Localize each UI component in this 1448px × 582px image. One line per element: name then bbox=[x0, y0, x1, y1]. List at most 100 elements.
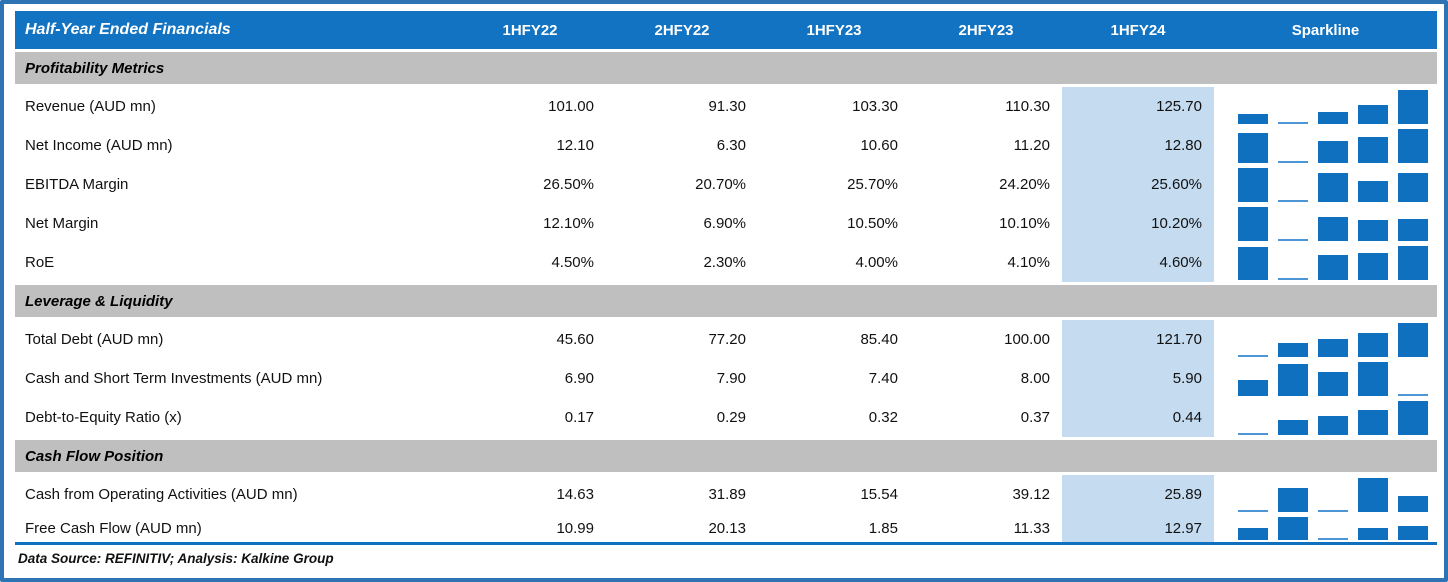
value-cell: 0.29 bbox=[716, 409, 746, 426]
sparkline-bar bbox=[1278, 278, 1308, 280]
table-row: Total Debt (AUD mn) 45.60 77.20 85.40 10… bbox=[15, 320, 1437, 359]
sparkline-bar bbox=[1278, 122, 1308, 124]
sparkline-bar bbox=[1398, 401, 1428, 435]
sparkline-bar bbox=[1318, 255, 1348, 280]
value-cell: 7.90 bbox=[716, 370, 746, 387]
sparkline-bar bbox=[1358, 137, 1388, 163]
sparkline-bar bbox=[1358, 362, 1388, 396]
value-cell-highlighted: 10.20% bbox=[1062, 204, 1214, 243]
table-row: Cash from Operating Activities (AUD mn) … bbox=[15, 475, 1437, 514]
sparkline bbox=[1214, 87, 1437, 126]
sparkline-bar bbox=[1318, 416, 1348, 435]
value-cell: 77.20 bbox=[708, 331, 746, 348]
sparkline-bar bbox=[1238, 528, 1268, 540]
value-cell: 24.20% bbox=[999, 176, 1050, 193]
sparkline-bar bbox=[1358, 105, 1388, 124]
value-cell: 10.99 bbox=[556, 519, 594, 537]
sparkline-bar bbox=[1318, 538, 1348, 540]
table-row: Free Cash Flow (AUD mn) 10.99 20.13 1.85… bbox=[15, 514, 1437, 542]
sparkline bbox=[1214, 126, 1437, 165]
value-cell: 6.90% bbox=[703, 215, 746, 232]
sparkline-bar bbox=[1318, 141, 1348, 163]
row-label: Cash and Short Term Investments (AUD mn) bbox=[25, 370, 323, 387]
column-header-1hfy24: 1HFY24 bbox=[1110, 21, 1166, 39]
sparkline-bar bbox=[1398, 526, 1428, 540]
value-cell: 14.63 bbox=[556, 486, 594, 503]
row-label: Net Margin bbox=[25, 215, 99, 232]
sparkline-bar bbox=[1238, 168, 1268, 202]
sparkline-bar bbox=[1278, 488, 1308, 512]
value-cell: 20.70% bbox=[695, 176, 746, 193]
table-row: RoE 4.50% 2.30% 4.00% 4.10% 4.60% bbox=[15, 243, 1437, 282]
row-label: Total Debt (AUD mn) bbox=[25, 331, 164, 348]
value-cell: 25.70% bbox=[847, 176, 898, 193]
sparkline-bar bbox=[1318, 510, 1348, 512]
table-row: EBITDA Margin 26.50% 20.70% 25.70% 24.20… bbox=[15, 165, 1437, 204]
value-cell: 103.30 bbox=[852, 98, 898, 115]
sparkline-bar bbox=[1278, 343, 1308, 357]
row-label: Revenue (AUD mn) bbox=[25, 98, 156, 115]
row-label: EBITDA Margin bbox=[25, 176, 129, 193]
sparkline bbox=[1214, 243, 1437, 282]
column-header-1hfy22: 1HFY22 bbox=[502, 21, 558, 39]
row-label: Free Cash Flow (AUD mn) bbox=[25, 519, 202, 537]
value-cell: 91.30 bbox=[708, 98, 746, 115]
value-cell: 2.30% bbox=[703, 254, 746, 271]
value-cell-highlighted: 5.90 bbox=[1062, 359, 1214, 398]
value-cell: 10.50% bbox=[847, 215, 898, 232]
value-cell: 26.50% bbox=[543, 176, 594, 193]
table-bottom-rule bbox=[15, 542, 1437, 545]
sparkline-bar bbox=[1358, 253, 1388, 280]
sparkline bbox=[1214, 398, 1437, 437]
sparkline-bar bbox=[1238, 207, 1268, 241]
sparkline bbox=[1214, 320, 1437, 359]
sparkline-bar bbox=[1318, 372, 1348, 396]
sparkline bbox=[1214, 165, 1437, 204]
value-cell-highlighted: 25.89 bbox=[1062, 475, 1214, 514]
value-cell: 10.60 bbox=[860, 137, 898, 154]
sparkline-bar bbox=[1398, 246, 1428, 280]
sparkline-bar bbox=[1238, 355, 1268, 357]
table-row: Revenue (AUD mn) 101.00 91.30 103.30 110… bbox=[15, 87, 1437, 126]
sparkline-bar bbox=[1318, 112, 1348, 124]
value-cell-highlighted: 25.60% bbox=[1062, 165, 1214, 204]
row-label: Debt-to-Equity Ratio (x) bbox=[25, 409, 182, 426]
value-cell: 11.33 bbox=[1013, 519, 1050, 537]
row-label: Cash from Operating Activities (AUD mn) bbox=[25, 486, 298, 503]
value-cell: 39.12 bbox=[1012, 486, 1050, 503]
value-cell: 20.13 bbox=[708, 519, 746, 537]
value-cell-highlighted: 0.44 bbox=[1062, 398, 1214, 437]
sparkline-bar bbox=[1398, 219, 1428, 241]
value-cell: 8.00 bbox=[1020, 370, 1050, 387]
sparkline-bar bbox=[1318, 173, 1348, 202]
sparkline-bar bbox=[1238, 114, 1268, 124]
sparkline-bar bbox=[1238, 510, 1268, 512]
sparkline-bar bbox=[1238, 433, 1268, 435]
value-cell: 7.40 bbox=[868, 370, 898, 387]
sparkline-bar bbox=[1358, 478, 1388, 512]
sparkline-bar bbox=[1238, 133, 1268, 163]
sparkline-bar bbox=[1318, 339, 1348, 357]
table-row: Cash and Short Term Investments (AUD mn)… bbox=[15, 359, 1437, 398]
value-cell: 15.54 bbox=[860, 486, 898, 503]
sparkline-bar bbox=[1398, 496, 1428, 512]
table-row: Debt-to-Equity Ratio (x) 0.17 0.29 0.32 … bbox=[15, 398, 1437, 437]
sparkline-bar bbox=[1398, 394, 1428, 396]
table-title: Half-Year Ended Financials bbox=[25, 21, 231, 38]
sparkline bbox=[1214, 514, 1437, 542]
sparkline-bar bbox=[1278, 420, 1308, 435]
value-cell: 4.50% bbox=[551, 254, 594, 271]
sparkline-bar bbox=[1398, 90, 1428, 124]
value-cell-highlighted: 4.60% bbox=[1062, 243, 1214, 282]
sparkline-bar bbox=[1358, 181, 1388, 202]
value-cell-highlighted: 125.70 bbox=[1062, 87, 1214, 126]
sparkline-bar bbox=[1358, 333, 1388, 357]
value-cell: 45.60 bbox=[556, 331, 594, 348]
value-cell: 12.10% bbox=[543, 215, 594, 232]
table-header-row: Half-Year Ended Financials 1HFY22 2HFY22… bbox=[15, 11, 1437, 49]
sparkline-bar bbox=[1398, 323, 1428, 357]
sparkline-bar bbox=[1278, 517, 1308, 540]
value-cell: 11.20 bbox=[1013, 137, 1050, 154]
section-header-cashflow: Cash Flow Position bbox=[15, 440, 1437, 472]
